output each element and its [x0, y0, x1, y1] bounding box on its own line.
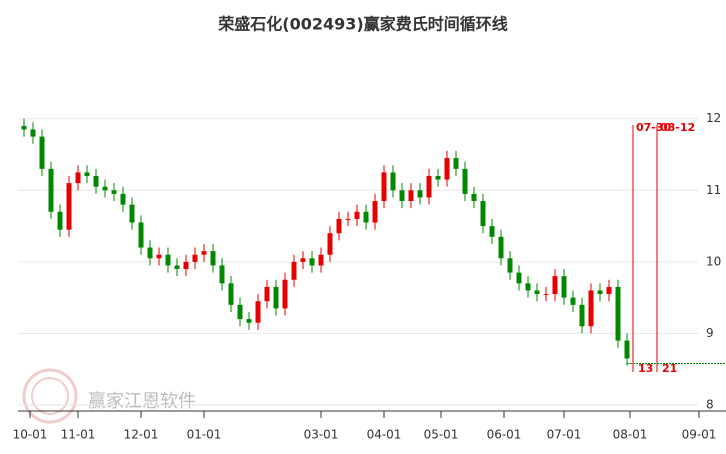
candle-body: [48, 168, 54, 212]
candle-body: [516, 272, 522, 284]
candle-body: [354, 211, 360, 219]
x-tick-label: 03-01: [304, 428, 339, 442]
candle-body: [84, 172, 90, 176]
candle-body: [111, 190, 117, 194]
candle-body: [561, 276, 567, 298]
candle-body: [336, 218, 342, 234]
candle-body: [345, 218, 351, 220]
candle-body: [381, 172, 387, 202]
candle-body: [147, 247, 153, 259]
candle-body: [570, 297, 576, 305]
watermark: 赢家江恩软件: [88, 390, 196, 412]
cycle-date: 07-30: [636, 121, 672, 134]
candle-body: [462, 168, 468, 194]
candle-body: [498, 236, 504, 259]
candle-body: [210, 251, 216, 266]
candle-body: [39, 136, 45, 169]
candle-body: [66, 183, 72, 230]
candle-body: [471, 193, 477, 202]
candle-body: [201, 251, 207, 255]
y-tick-label: 10: [706, 254, 721, 268]
candle-body: [588, 290, 594, 327]
candle-body: [192, 254, 198, 262]
candle-body: [390, 172, 396, 191]
x-tick-label: 10-01: [13, 428, 48, 442]
candle-body: [543, 294, 549, 296]
candle-body: [399, 190, 405, 202]
candle-body: [444, 158, 450, 180]
candle-body: [300, 258, 306, 262]
candle-body: [129, 204, 135, 223]
chart-title: 荣盛石化(002493)赢家费氏时间循环线: [217, 15, 507, 34]
candle-body: [363, 211, 369, 223]
candle-body: [282, 279, 288, 309]
cycle-count: 21: [662, 362, 677, 375]
candle-body: [534, 290, 540, 295]
candle-body: [273, 286, 279, 309]
x-tick-label: 07-01: [547, 428, 582, 442]
candle-body: [165, 254, 171, 266]
candle-body: [327, 233, 333, 255]
candle-body: [480, 201, 486, 227]
candle-body: [615, 286, 621, 341]
candle-body: [237, 304, 243, 320]
candle-body: [138, 222, 144, 248]
candle-body: [183, 261, 189, 270]
x-tick-label: 05-01: [424, 428, 459, 442]
candle-body: [624, 340, 630, 359]
candle-body: [120, 193, 126, 205]
x-tick-label: 11-01: [61, 428, 96, 442]
candle-body: [246, 319, 252, 323]
candle-body: [174, 265, 180, 270]
candle-body: [417, 190, 423, 198]
candle-body: [21, 125, 27, 130]
candle-body: [264, 286, 270, 302]
watermark-logo: [22, 368, 78, 424]
candle-body: [579, 304, 585, 327]
y-tick-label: 11: [706, 183, 721, 197]
candle-body: [408, 190, 414, 202]
candle-body: [309, 258, 315, 266]
candle-body: [291, 261, 297, 280]
candle-body: [93, 175, 99, 187]
candle-body: [606, 286, 612, 295]
candle-body: [552, 276, 558, 295]
x-tick-label: 09-01: [682, 428, 717, 442]
y-tick-label: 8: [706, 398, 714, 412]
candle-body: [228, 283, 234, 305]
candle-body: [156, 254, 162, 259]
candle-body: [318, 254, 324, 266]
y-tick-label: 12: [706, 111, 721, 125]
candle-body: [219, 265, 225, 284]
candle-body: [372, 201, 378, 223]
candle-body: [597, 290, 603, 295]
candle-body: [30, 129, 36, 137]
candle-body: [57, 211, 63, 230]
candle-body: [453, 158, 459, 169]
x-tick-label: 06-01: [487, 428, 522, 442]
x-tick-label: 08-01: [613, 428, 648, 442]
x-tick-label: 12-01: [124, 428, 159, 442]
candle-body: [255, 301, 261, 323]
x-tick-label: 01-01: [187, 428, 222, 442]
candle-body: [489, 226, 495, 237]
y-tick-label: 9: [706, 326, 714, 340]
x-tick-label: 04-01: [367, 428, 402, 442]
cycle-count: 13: [638, 362, 653, 375]
candle-body: [75, 172, 81, 184]
candle-body: [426, 175, 432, 198]
cycle-date: 08-12: [660, 121, 695, 134]
candle-body: [507, 258, 513, 273]
candle-body: [102, 186, 108, 191]
candle-body: [525, 283, 531, 291]
candle-body: [435, 175, 441, 180]
